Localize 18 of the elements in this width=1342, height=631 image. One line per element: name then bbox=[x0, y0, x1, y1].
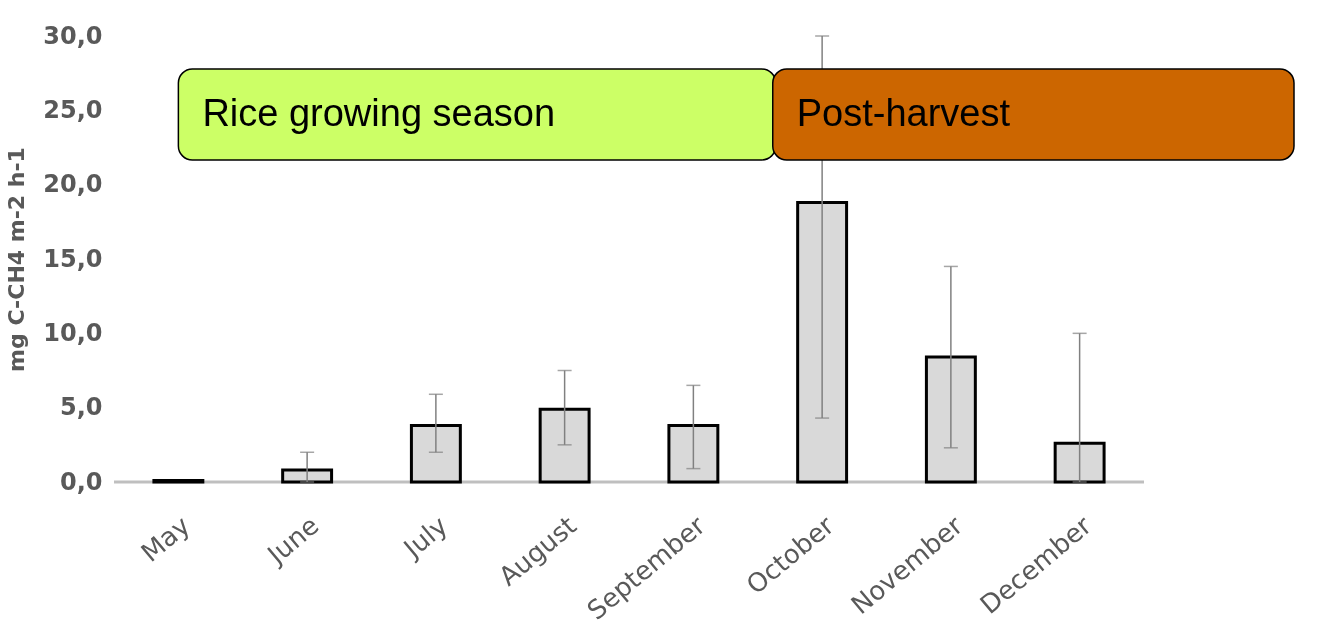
y-tick-label: 30,0 bbox=[43, 21, 103, 50]
band-label: Rice growing season bbox=[202, 92, 556, 134]
y-tick-label: 20,0 bbox=[43, 170, 103, 199]
bar bbox=[538, 407, 591, 484]
bar bbox=[796, 201, 849, 484]
bar bbox=[409, 424, 462, 484]
y-tick-label: 10,0 bbox=[43, 318, 103, 347]
y-tick-label: 15,0 bbox=[43, 244, 103, 273]
band-label: Post-harvest bbox=[796, 92, 1011, 134]
y-tick-label: 5,0 bbox=[59, 393, 103, 422]
x-tick-label: May bbox=[135, 510, 196, 568]
bar bbox=[1053, 441, 1106, 484]
bar bbox=[281, 468, 334, 484]
y-tick-label: 25,0 bbox=[43, 95, 103, 124]
bar bbox=[924, 355, 977, 484]
bar bbox=[667, 424, 720, 484]
y-tick-label: 0,0 bbox=[59, 467, 103, 496]
y-axis-title: mg C-CH4 m-2 h-1 bbox=[4, 147, 30, 372]
